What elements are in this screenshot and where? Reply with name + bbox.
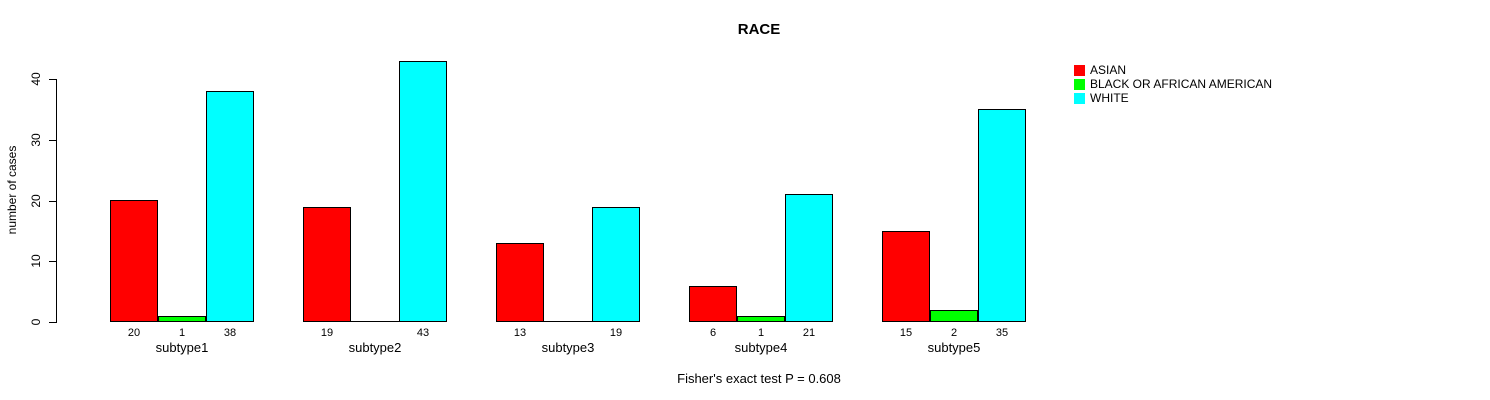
bar-value-label: 2 [950,327,958,339]
category-label-subtype3: subtype3 [541,340,595,355]
y-tick-mark [49,201,56,202]
y-tick-label: 0 [29,318,43,326]
legend-label: ASIAN [1090,63,1127,77]
bar-value-label: 19 [320,327,334,339]
bar-value-label: 15 [899,327,913,339]
bar-subtype1-white [206,91,254,322]
bar-subtype2-asian [303,207,351,322]
bar-value-label: 21 [802,327,816,339]
bar-subtype4-asian [689,286,737,322]
legend-swatch-icon [1074,64,1085,76]
bar-value-label: 1 [757,327,765,339]
bar-subtype1-black-or-african-american [158,316,206,322]
bar-zero-subtype3 [544,321,592,322]
chart-title: RACE [737,21,781,38]
bar-subtype5-black-or-african-american [930,310,978,322]
legend-swatch-icon [1074,78,1085,90]
y-tick-mark [49,322,56,323]
category-label-subtype4: subtype4 [734,340,788,355]
bar-subtype1-asian [110,200,158,322]
bar-value-label: 13 [513,327,527,339]
bar-zero-subtype2 [351,321,399,322]
y-tick-label: 10 [29,254,43,268]
y-axis-line [56,79,57,323]
legend-swatch-icon [1074,92,1085,104]
bar-value-label: 1 [178,327,186,339]
y-tick-mark [49,261,56,262]
category-label-subtype5: subtype5 [927,340,981,355]
y-tick-mark [49,140,56,141]
bar-value-label: 20 [127,327,141,339]
legend-label: WHITE [1090,91,1129,105]
y-tick-label: 40 [29,72,43,86]
legend-entry: BLACK OR AFRICAN AMERICAN [1074,78,1272,90]
bar-value-label: 19 [609,327,623,339]
y-tick-label: 20 [29,194,43,208]
statistics-note: Fisher's exact test P = 0.608 [677,371,841,386]
y-axis-label: number of cases [5,145,19,235]
bar-value-label: 38 [223,327,237,339]
y-tick-label: 30 [29,133,43,147]
legend-label: BLACK OR AFRICAN AMERICAN [1090,77,1273,91]
bar-subtype3-white [592,207,640,322]
category-label-subtype2: subtype2 [348,340,402,355]
legend-entry: ASIAN [1074,64,1126,76]
bar-subtype3-asian [496,243,544,322]
bar-subtype4-black-or-african-american [737,316,785,322]
legend-entry: WHITE [1074,92,1129,104]
bar-value-label: 6 [709,327,717,339]
bar-value-label: 43 [416,327,430,339]
category-label-subtype1: subtype1 [155,340,209,355]
bar-subtype5-asian [882,231,930,322]
bar-subtype4-white [785,194,833,322]
bar-subtype2-white [399,61,447,322]
bar-value-label: 35 [995,327,1009,339]
y-tick-mark [49,79,56,80]
bar-subtype5-white [978,109,1026,322]
